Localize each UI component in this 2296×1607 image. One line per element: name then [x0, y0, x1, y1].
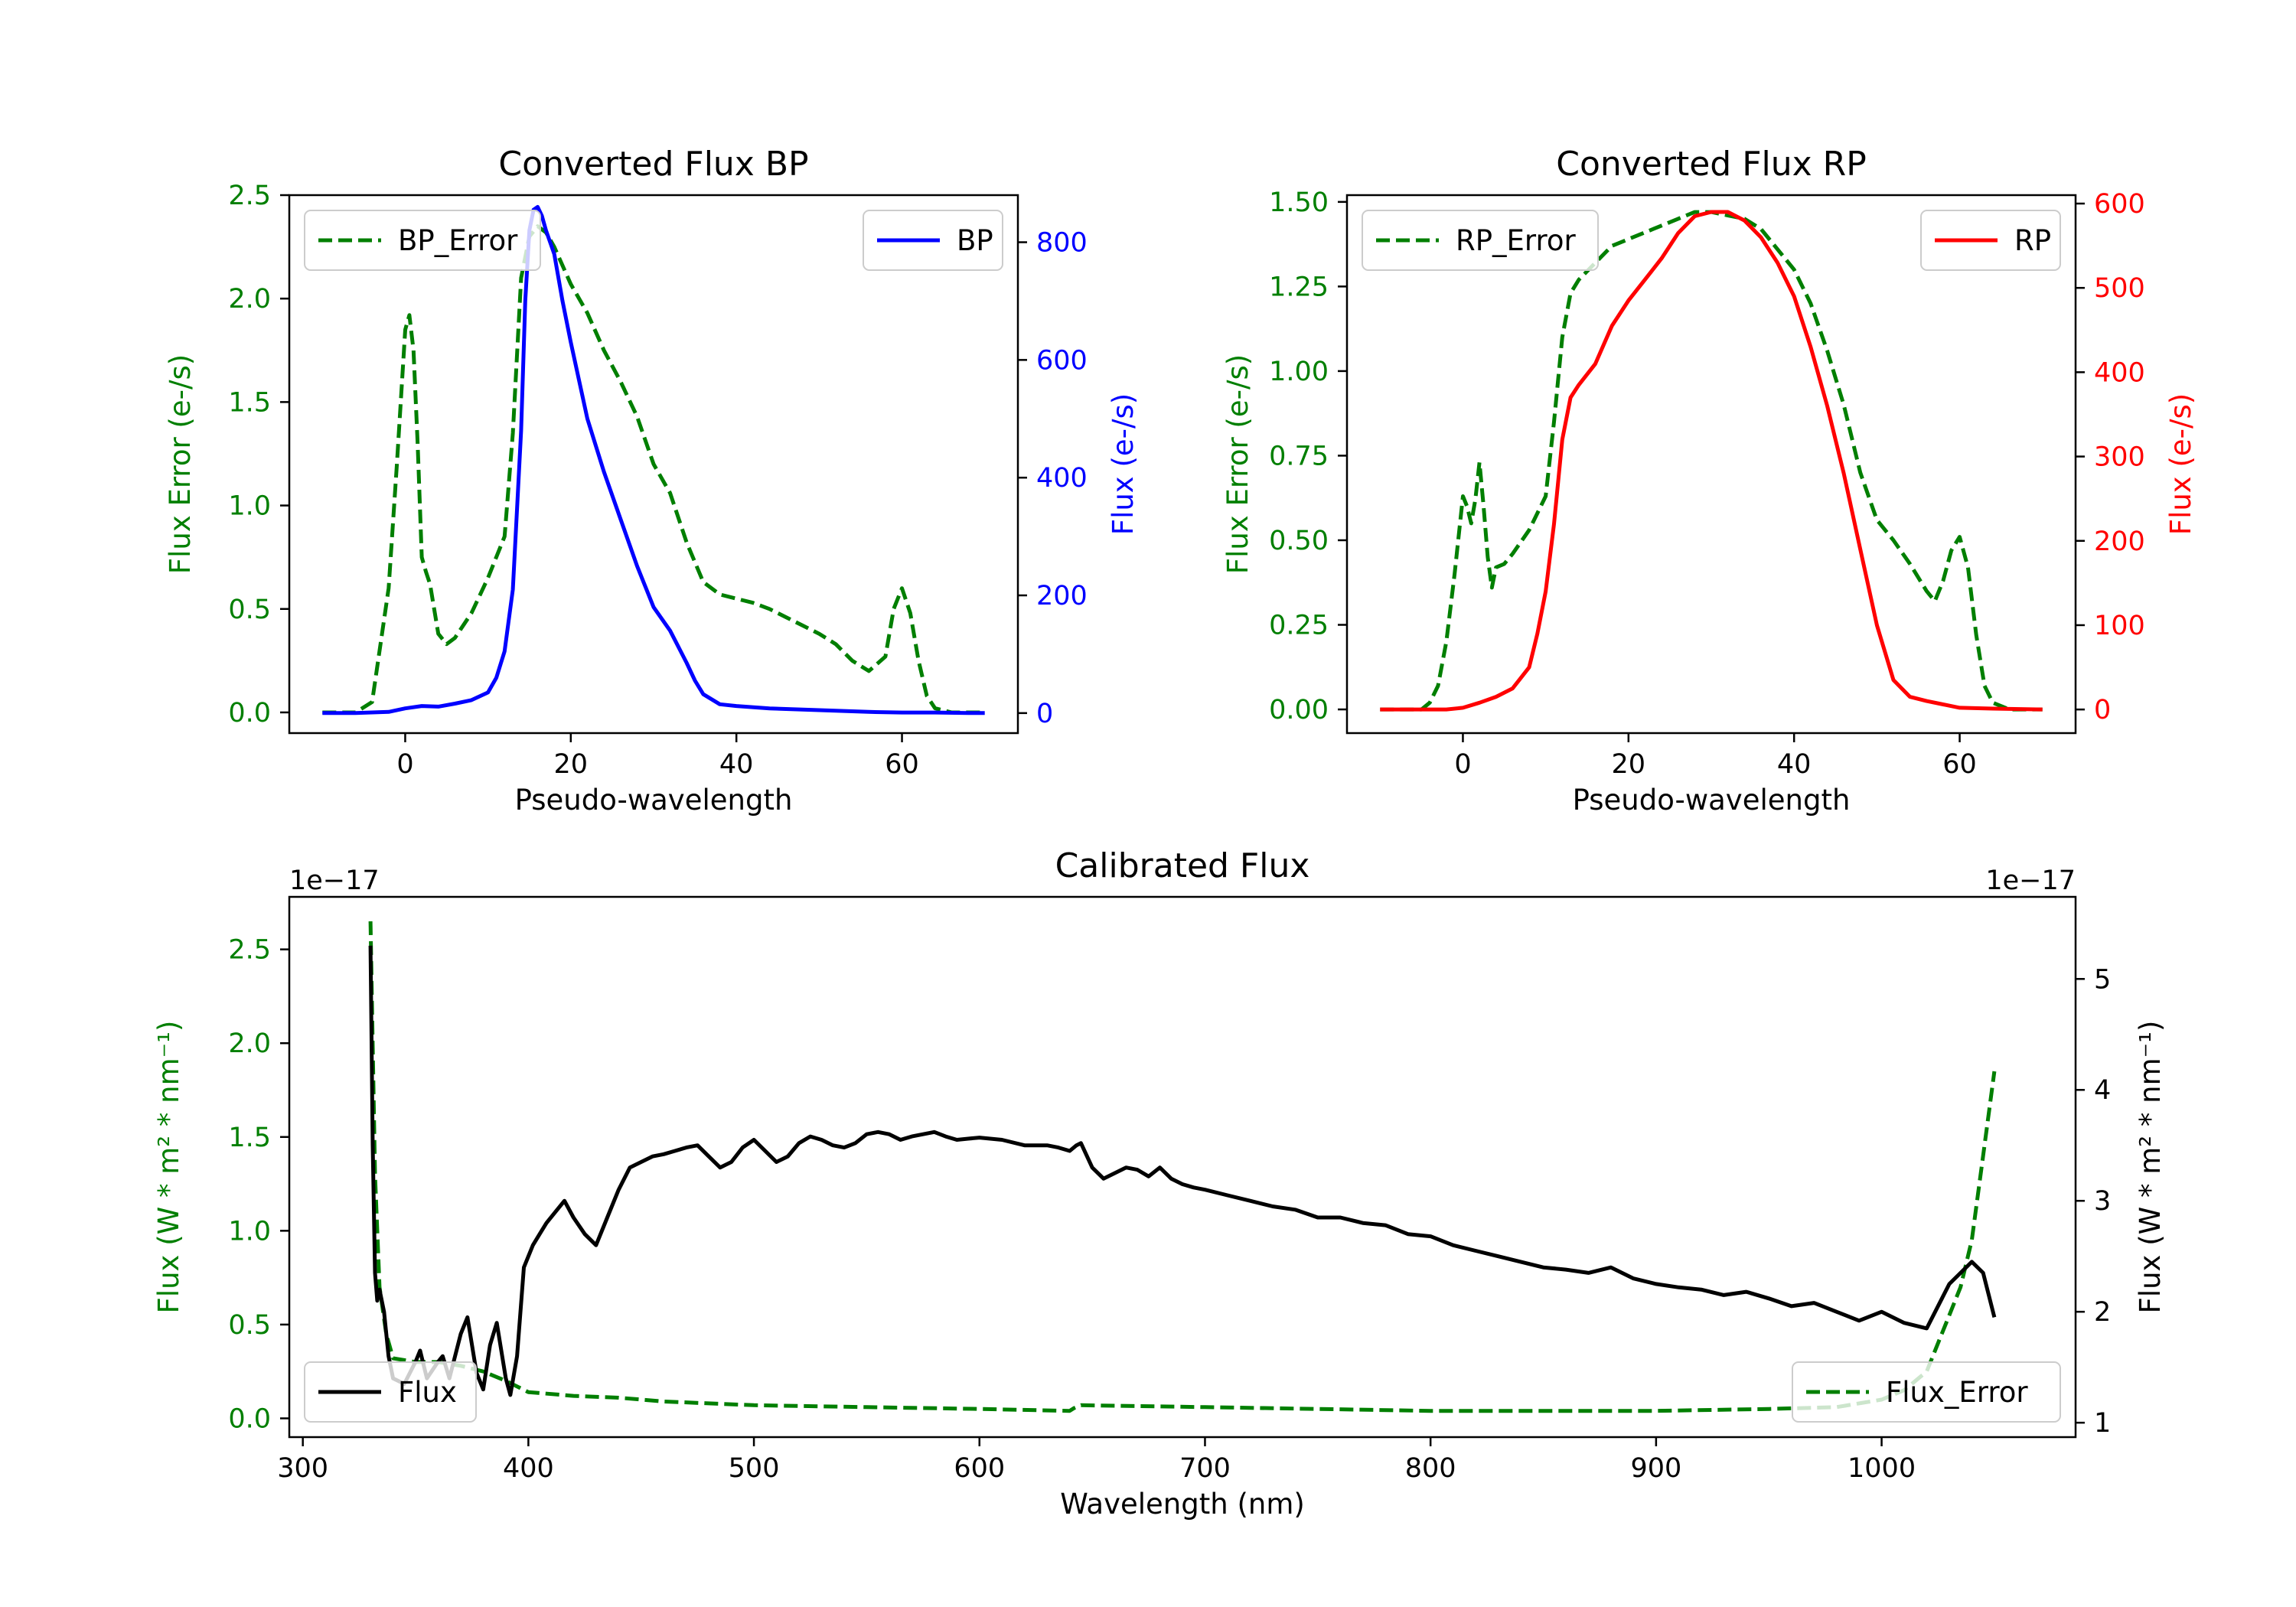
y-left-axis-label: Flux Error (e-/s)	[164, 354, 197, 574]
y-left-tick-label: 0.0	[228, 1403, 271, 1434]
legend-box	[1362, 210, 1599, 271]
y-right-tick-label: 300	[2094, 442, 2145, 473]
x-tick-label: 0	[1454, 749, 1471, 780]
plot-frame	[288, 895, 2077, 1439]
x-tick-label: 1000	[1848, 1453, 1916, 1484]
series-line-bp	[322, 204, 985, 715]
y-right-tick-label: 5	[2094, 964, 2111, 995]
legend-rp: RP	[1920, 210, 2061, 271]
legend-rp-error: RP_Error	[1362, 210, 1599, 271]
y-right-axis-label: Flux (e-/s)	[2164, 393, 2197, 535]
y-right-tick-label: 4	[2094, 1075, 2111, 1106]
y-left-tick-label: 0.5	[228, 595, 271, 625]
x-tick-label: 20	[554, 749, 589, 780]
chart-title: Calibrated Flux	[1055, 846, 1310, 885]
x-tick-label: 40	[719, 749, 754, 780]
y-left-tick-label: 2.0	[228, 1028, 271, 1059]
y-left-offset: 1e−17	[289, 865, 380, 896]
x-tick-label: 600	[954, 1453, 1005, 1484]
y-left-tick-label: 1.0	[228, 1216, 271, 1247]
y-right-tick-label: 200	[2094, 526, 2145, 557]
y-right-tick-label: 600	[2094, 189, 2145, 220]
x-tick-label: 20	[1612, 749, 1646, 780]
y-right-tick-label: 400	[1036, 463, 1088, 494]
y-right-tick-label: 100	[2094, 611, 2145, 641]
series-line-rp-error	[1380, 210, 2043, 712]
legend-label: Flux_Error	[1886, 1376, 2028, 1409]
y-left-tick-label: 2.0	[228, 284, 271, 315]
y-left-tick-label: 1.5	[228, 1123, 271, 1153]
legend-label: BP_Error	[398, 224, 518, 257]
x-tick-label: 500	[729, 1453, 780, 1484]
x-tick-label: 700	[1179, 1453, 1231, 1484]
x-tick-label: 0	[396, 749, 413, 780]
y-left-tick-label: 0.25	[1269, 611, 1329, 641]
series-line-bp-error	[322, 224, 985, 715]
series-line-flux	[368, 945, 1997, 1397]
y-left-tick-label: 1.50	[1269, 187, 1329, 218]
legend-flux-error: Flux_Error	[1792, 1361, 2061, 1423]
x-tick-label: 40	[1777, 749, 1812, 780]
y-right-tick-label: 1	[2094, 1408, 2111, 1439]
y-right-tick-label: 3	[2094, 1186, 2111, 1217]
y-left-tick-label: 1.25	[1269, 272, 1329, 302]
legend-box	[304, 1361, 477, 1423]
y-right-axis-label: Flux (e-/s)	[1107, 393, 1140, 535]
y-left-tick-label: 0.5	[228, 1310, 271, 1341]
x-axis-label: Wavelength (nm)	[1060, 1488, 1305, 1521]
chart-panel-3: Calibrated Flux 300 400 500 600 700 800 900 1000…	[152, 846, 2167, 1521]
chart-title: Converted Flux BP	[498, 145, 808, 184]
y-left-tick-label: 2.5	[228, 935, 271, 966]
y-right-tick-label: 0	[1036, 699, 1053, 729]
y-right-tick-label: 2	[2094, 1297, 2111, 1328]
series-line-rp	[1380, 210, 2043, 712]
series-line-flux-error	[368, 921, 1997, 1413]
chart-panel-1: Converted Flux BP 0 20 40 60 Pseudo-wavelengt…	[164, 145, 1140, 817]
plot-frame	[288, 194, 1019, 735]
y-left-tick-label: 0.75	[1269, 441, 1329, 471]
x-tick-label: 300	[277, 1453, 328, 1484]
y-right-tick-label: 500	[2094, 273, 2145, 304]
legend-label: RP	[2014, 224, 2051, 257]
y-right-axis-label: Flux (W * m² * nm⁻¹)	[2134, 1021, 2167, 1314]
y-right-offset: 1e−17	[1985, 865, 2076, 896]
y-left-tick-label: 1.00	[1269, 357, 1329, 387]
legend-box	[304, 210, 541, 271]
x-tick-label: 900	[1630, 1453, 1681, 1484]
y-right-tick-label: 600	[1036, 345, 1088, 376]
legend-box	[1792, 1361, 2061, 1423]
y-right-tick-label: 0	[2094, 695, 2111, 725]
y-left-axis-label: Flux (W * m² * nm⁻¹)	[152, 1021, 185, 1314]
legend-bp: BP	[863, 210, 1003, 271]
x-axis-label: Pseudo-wavelength	[515, 784, 793, 817]
x-tick-label: 60	[1942, 749, 1977, 780]
x-tick-label: 800	[1405, 1453, 1456, 1484]
x-tick-label: 400	[503, 1453, 554, 1484]
y-left-tick-label: 0.0	[228, 698, 271, 729]
y-left-tick-label: 1.5	[228, 387, 271, 418]
legend-label: Flux	[398, 1376, 457, 1409]
legend-label: RP_Error	[1456, 224, 1576, 257]
chart-panel-2: Converted Flux RP 0 20 40 60 Pseudo-wavelengt…	[1221, 145, 2197, 817]
y-left-tick-label: 0.00	[1269, 695, 1329, 725]
plot-frame	[1345, 194, 2077, 735]
x-axis-label: Pseudo-wavelength	[1573, 784, 1851, 817]
y-left-tick-label: 2.5	[228, 181, 271, 211]
legend-flux: Flux	[304, 1361, 477, 1423]
legend-label: BP	[957, 224, 993, 257]
y-left-axis-label: Flux Error (e-/s)	[1221, 354, 1254, 574]
y-right-tick-label: 400	[2094, 357, 2145, 388]
x-tick-label: 60	[885, 749, 919, 780]
y-left-tick-label: 0.50	[1269, 526, 1329, 556]
legend-bp-error: BP_Error	[304, 210, 541, 271]
y-right-tick-label: 800	[1036, 228, 1088, 259]
y-right-tick-label: 200	[1036, 581, 1088, 611]
y-left-tick-label: 1.0	[228, 491, 271, 522]
chart-title: Converted Flux RP	[1556, 145, 1867, 184]
